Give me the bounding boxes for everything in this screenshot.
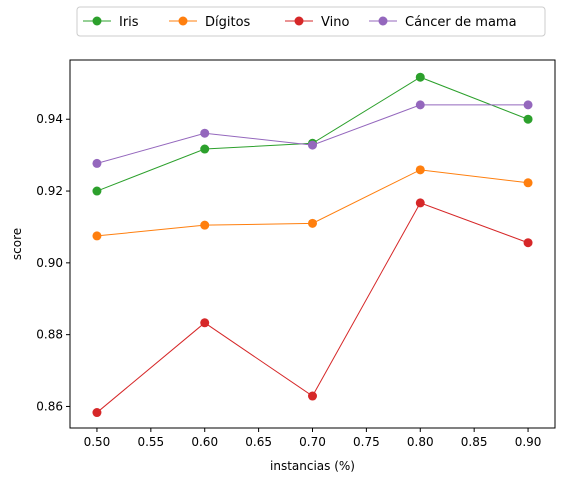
series-line bbox=[96, 104, 529, 164]
data-point bbox=[92, 186, 102, 196]
x-tick-label: 0.80 bbox=[407, 435, 434, 449]
x-axis-ticks: 0.50 0.55 0.60 0.65 0.70 0.75 0.80 0.85 0.90 bbox=[84, 428, 542, 449]
legend-marker bbox=[294, 16, 304, 26]
data-point bbox=[308, 391, 317, 401]
data-point bbox=[308, 218, 317, 228]
x-axis-label: instancias (%) bbox=[270, 459, 355, 473]
legend-label: Cáncer de mama bbox=[405, 15, 517, 30]
legend-entry: Iris bbox=[83, 15, 139, 30]
y-tick-label: 0.86 bbox=[36, 399, 63, 413]
data-point bbox=[415, 165, 425, 175]
legend-entry: Dígitos bbox=[169, 15, 251, 30]
data-point bbox=[200, 144, 210, 154]
data-point bbox=[92, 158, 102, 168]
legend-label: Vino bbox=[321, 15, 349, 30]
series-0 bbox=[92, 72, 533, 196]
series-line bbox=[96, 76, 529, 192]
data-point bbox=[523, 100, 533, 110]
data-point bbox=[415, 100, 425, 110]
x-tick-label: 0.65 bbox=[245, 435, 272, 449]
x-tick-label: 0.70 bbox=[299, 435, 326, 449]
series-line bbox=[96, 202, 529, 413]
plot-area-frame bbox=[69, 59, 556, 429]
legend-marker bbox=[378, 16, 388, 26]
data-point bbox=[92, 231, 102, 241]
data-point bbox=[523, 238, 533, 248]
data-point bbox=[308, 140, 317, 150]
y-axis-label: score bbox=[10, 228, 24, 260]
data-point bbox=[523, 178, 533, 188]
x-tick-label: 0.55 bbox=[137, 435, 164, 449]
legend-marker bbox=[92, 16, 102, 26]
data-point bbox=[200, 220, 210, 230]
series-2 bbox=[92, 198, 533, 418]
x-tick-label: 0.90 bbox=[515, 435, 542, 449]
legend: Iris Dígitos Vino Cáncer de mama bbox=[76, 6, 546, 37]
legend-entry: Cáncer de mama bbox=[369, 15, 517, 30]
data-point bbox=[523, 114, 533, 124]
series-lines bbox=[92, 72, 533, 418]
data-point bbox=[200, 128, 210, 138]
y-axis-ticks: 0.86 0.88 0.90 0.92 0.94 bbox=[36, 112, 70, 413]
legend-label: Iris bbox=[119, 15, 139, 30]
legend-entry: Vino bbox=[285, 15, 349, 30]
x-tick-label: 0.85 bbox=[461, 435, 488, 449]
data-point bbox=[415, 72, 425, 82]
series-1 bbox=[92, 165, 533, 241]
x-tick-label: 0.75 bbox=[353, 435, 380, 449]
data-point bbox=[92, 408, 102, 418]
x-tick-label: 0.50 bbox=[84, 435, 111, 449]
legend-marker bbox=[178, 16, 188, 26]
x-tick-label: 0.60 bbox=[191, 435, 218, 449]
y-tick-label: 0.90 bbox=[36, 256, 63, 270]
series-3 bbox=[92, 100, 533, 168]
y-tick-label: 0.88 bbox=[36, 328, 63, 342]
y-tick-label: 0.92 bbox=[36, 184, 63, 198]
legend-label: Dígitos bbox=[205, 15, 251, 30]
data-point bbox=[200, 318, 210, 328]
y-tick-label: 0.94 bbox=[36, 112, 63, 126]
data-point bbox=[415, 198, 425, 208]
